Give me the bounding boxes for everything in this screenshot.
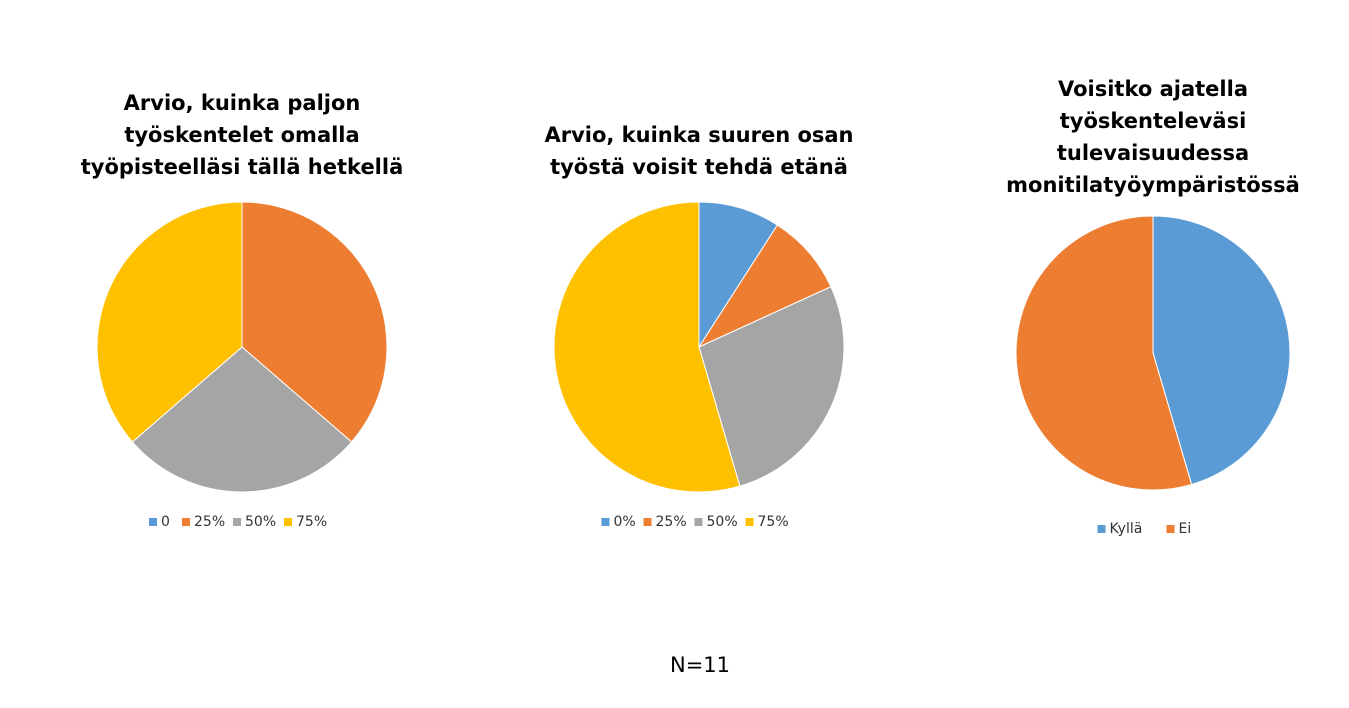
chart-title: työstä voisit tehdä etänä [550, 155, 848, 179]
chart-title: työpisteelläsi tällä hetkellä [81, 155, 404, 179]
pie-slice [1015, 215, 1193, 491]
chart-title: tulevaisuudessa [1057, 141, 1249, 165]
legend-swatch [1166, 525, 1175, 533]
pie-slice [698, 201, 779, 349]
legend-swatch [745, 518, 754, 526]
chart-title: Arvio, kuinka suuren osan [544, 123, 853, 147]
chart-title: monitilatyöympäristössä [1006, 173, 1300, 197]
legend-label: 25% [656, 514, 687, 530]
legend-label: 75% [758, 514, 789, 530]
legend-label: 50% [245, 514, 276, 530]
legend-swatch [284, 518, 292, 526]
legend-label: 50% [707, 514, 738, 530]
legend-swatch [694, 518, 703, 526]
pie-slice [1152, 215, 1291, 486]
chart-title: Voisitko ajatella [1058, 77, 1248, 101]
legend-label: 25% [194, 514, 225, 530]
legend-swatch [643, 518, 652, 526]
legend-swatch [1097, 525, 1106, 533]
legend-label: 75% [296, 514, 327, 530]
pie-slice [553, 201, 741, 493]
pie-slice [131, 346, 353, 493]
chart-title: työskentelet omalla [124, 123, 359, 147]
pie-slice [96, 201, 243, 443]
legend-swatch [182, 518, 190, 526]
pie-slice [698, 286, 845, 487]
legend-label: Kyllä [1110, 521, 1143, 537]
sample-size: N=11 [670, 653, 730, 677]
legend-swatch [601, 518, 610, 526]
pie-slice [697, 224, 832, 349]
legend-swatch [233, 518, 241, 526]
chart-title: Arvio, kuinka paljon [124, 91, 361, 115]
chart-title: työskenteleväsi [1060, 109, 1247, 133]
legend-label: 0% [614, 514, 636, 530]
legend-label: Ei [1179, 521, 1192, 537]
legend-label: 0 [161, 514, 170, 530]
legend-swatch [149, 518, 157, 526]
pie-slice [241, 201, 388, 443]
